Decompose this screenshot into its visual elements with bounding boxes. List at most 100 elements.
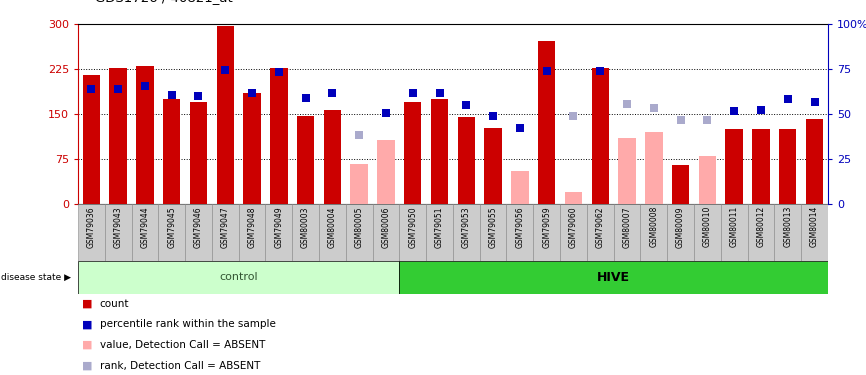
Bar (212, 204, 239, 261)
Bar (78, 204, 105, 261)
Text: percentile rank within the sample: percentile rank within the sample (100, 320, 275, 329)
Bar (292, 204, 319, 261)
Text: GSM80010: GSM80010 (703, 206, 712, 248)
Point (84, 86, 98, 92)
Bar (484, 128, 501, 204)
Bar (747, 204, 774, 261)
Bar (136, 66, 153, 204)
Bar (453, 204, 480, 261)
Bar (430, 99, 449, 204)
Point (352, 132, 366, 138)
Bar (399, 261, 828, 294)
Bar (667, 204, 694, 261)
Text: GSM80008: GSM80008 (650, 206, 658, 248)
Point (379, 110, 393, 116)
Point (326, 90, 339, 96)
Bar (426, 204, 453, 261)
Text: GSM79049: GSM79049 (275, 206, 283, 248)
Text: GSM80006: GSM80006 (381, 206, 391, 248)
Text: ■: ■ (82, 361, 93, 370)
Point (513, 124, 527, 130)
Bar (378, 140, 395, 204)
Point (486, 112, 500, 118)
Bar (640, 204, 667, 261)
Text: GSM79060: GSM79060 (569, 206, 578, 248)
Text: GSM79053: GSM79053 (462, 206, 471, 248)
Bar (158, 204, 185, 261)
Text: GSM79045: GSM79045 (167, 206, 176, 248)
Text: ■: ■ (82, 340, 93, 350)
Bar (372, 204, 399, 261)
Point (165, 92, 178, 98)
Point (593, 68, 607, 74)
Bar (297, 116, 314, 204)
Text: ■: ■ (82, 320, 93, 329)
Bar (565, 192, 582, 204)
Bar (82, 75, 100, 204)
Bar (560, 204, 587, 261)
Bar (270, 68, 288, 204)
Bar (105, 204, 132, 261)
Text: GSM80003: GSM80003 (301, 206, 310, 248)
Text: ■: ■ (82, 299, 93, 309)
Point (191, 93, 205, 99)
Text: GSM79051: GSM79051 (435, 206, 444, 248)
Bar (190, 102, 207, 204)
Text: disease state ▶: disease state ▶ (1, 273, 71, 282)
Text: GSM79044: GSM79044 (140, 206, 150, 248)
Text: GSM79048: GSM79048 (248, 206, 256, 248)
Point (218, 67, 232, 73)
Point (459, 102, 473, 108)
Point (272, 69, 286, 75)
Point (701, 117, 714, 123)
Bar (805, 119, 824, 204)
Bar (538, 41, 555, 204)
Text: GSM80012: GSM80012 (756, 206, 766, 248)
Bar (265, 204, 292, 261)
Bar (618, 138, 636, 204)
Point (647, 105, 661, 111)
Bar (694, 204, 721, 261)
Bar (239, 204, 265, 261)
Text: GSM80013: GSM80013 (783, 206, 792, 248)
Bar (699, 156, 716, 204)
Bar (801, 204, 828, 261)
Bar (779, 129, 797, 204)
Point (433, 90, 447, 96)
Bar (726, 129, 743, 204)
Text: GSM80004: GSM80004 (328, 206, 337, 248)
Bar (507, 204, 533, 261)
Bar (533, 204, 560, 261)
Text: GSM79059: GSM79059 (542, 206, 551, 248)
Text: GSM79056: GSM79056 (515, 206, 525, 248)
Bar (480, 204, 507, 261)
Point (406, 90, 420, 96)
Bar (645, 132, 662, 204)
Text: GSM80007: GSM80007 (623, 206, 631, 248)
Bar (591, 68, 609, 204)
Bar (185, 204, 212, 261)
Bar (163, 99, 180, 204)
Bar (614, 204, 640, 261)
Text: GSM80014: GSM80014 (810, 206, 819, 248)
Bar (774, 204, 801, 261)
Bar (672, 165, 689, 204)
Point (245, 90, 259, 96)
Bar (109, 68, 126, 204)
Bar (457, 117, 475, 204)
Bar (721, 204, 747, 261)
Text: GSM79047: GSM79047 (221, 206, 229, 248)
Text: GSM80005: GSM80005 (355, 206, 364, 248)
Bar (216, 26, 234, 204)
Point (620, 100, 634, 106)
Point (111, 86, 125, 92)
Point (566, 113, 580, 119)
Point (727, 108, 741, 114)
Point (781, 96, 795, 102)
Text: GSM79062: GSM79062 (596, 206, 604, 248)
Text: GSM79036: GSM79036 (87, 206, 96, 248)
Bar (346, 204, 372, 261)
Point (299, 94, 313, 100)
Point (138, 83, 152, 89)
Text: value, Detection Call = ABSENT: value, Detection Call = ABSENT (100, 340, 265, 350)
